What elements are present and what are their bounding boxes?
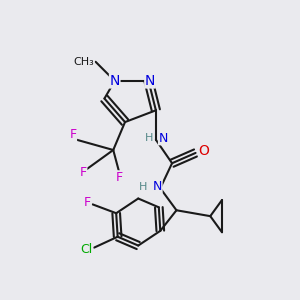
Text: N: N (145, 74, 155, 88)
Text: H: H (145, 133, 153, 143)
Text: F: F (116, 171, 123, 184)
Text: Cl: Cl (80, 243, 93, 256)
Text: F: F (80, 166, 87, 178)
Text: O: O (199, 145, 209, 158)
Text: CH₃: CH₃ (74, 57, 94, 67)
Text: H: H (139, 182, 147, 192)
Text: N: N (110, 74, 120, 88)
Text: N: N (158, 132, 168, 145)
Text: F: F (69, 128, 76, 141)
Text: N: N (153, 180, 162, 193)
Text: F: F (84, 196, 91, 209)
